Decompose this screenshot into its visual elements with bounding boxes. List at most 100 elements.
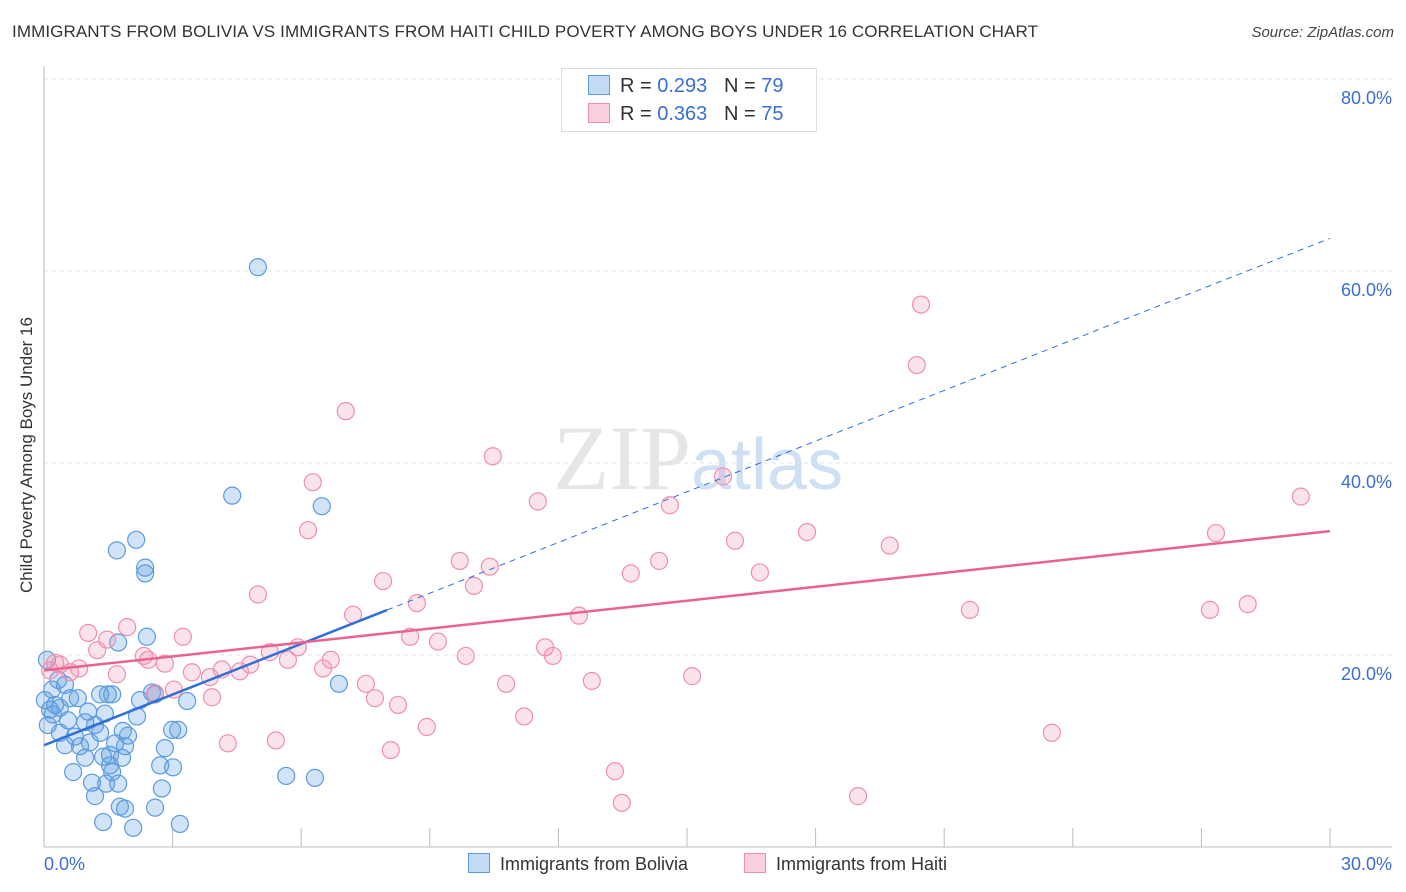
haiti-point [173, 627, 192, 646]
haiti-trend-line [43, 529, 1331, 672]
n-label: N = [723, 75, 762, 97]
haiti-point [880, 536, 899, 555]
bolivia-point [68, 689, 87, 708]
haiti-point [497, 674, 516, 693]
n-label: N = [723, 103, 762, 125]
haiti-point [848, 787, 868, 806]
r-value: 0.363 [657, 103, 708, 125]
bolivia-point [85, 787, 105, 806]
bolivia-point [277, 766, 296, 786]
n-value: 75 [761, 103, 784, 125]
haiti-point [155, 654, 174, 673]
legend-label: Immigrants from Haiti [776, 854, 948, 874]
y-tick-label: 80.0% [1341, 88, 1392, 108]
bolivia-point [152, 779, 171, 798]
r-value: 0.293 [657, 75, 708, 97]
haiti-point [456, 646, 475, 666]
haiti-point [907, 355, 926, 375]
y-tick-label: 40.0% [1341, 472, 1392, 492]
bolivia-point [155, 739, 174, 758]
bolivia-point [136, 558, 155, 577]
haiti-point [1200, 600, 1220, 619]
haiti-point [417, 717, 436, 737]
haiti-point [660, 496, 679, 515]
r-label: R = [620, 103, 658, 125]
bolivia-point [82, 773, 102, 792]
bolivia-point [163, 720, 182, 739]
haiti-swatch [744, 853, 766, 873]
haiti-point [528, 492, 547, 511]
bolivia-point [109, 633, 128, 652]
source-label: Source: ZipAtlas.com [1251, 24, 1394, 41]
haiti-point [373, 571, 393, 591]
haiti-point [464, 576, 484, 595]
bottom-legend-bolivia: Immigrants from Bolivia [468, 853, 688, 875]
bolivia-point [97, 774, 116, 793]
haiti-point [400, 627, 420, 646]
r-label: R = [620, 75, 658, 97]
haiti-point [750, 563, 769, 582]
haiti-point [1238, 595, 1257, 614]
bolivia-point [169, 720, 188, 739]
haiti-point [88, 641, 107, 660]
haiti-point [605, 762, 625, 781]
bolivia-point [178, 691, 197, 711]
haiti-point [356, 674, 376, 693]
haiti-point [1206, 523, 1226, 543]
haiti-point [911, 295, 931, 314]
haiti-point [248, 585, 268, 604]
x-tick-label: 0.0% [44, 854, 85, 874]
y-axis-label: Child Poverty Among Boys Under 16 [17, 317, 36, 593]
haiti-point [582, 671, 601, 691]
haiti-point [336, 402, 355, 421]
haiti-point [303, 473, 322, 492]
haiti-swatch [588, 103, 610, 123]
bolivia-swatch [588, 75, 610, 95]
haiti-point [266, 731, 286, 750]
haiti-point [381, 740, 400, 760]
bolivia-point [145, 798, 165, 817]
bolivia-point [103, 685, 122, 704]
legend-label: Immigrants from Bolivia [500, 854, 689, 874]
haiti-point [1291, 487, 1310, 506]
bolivia-trend-extension [386, 237, 1331, 611]
bolivia-point [115, 799, 135, 818]
bolivia-point [329, 674, 349, 693]
bottom-legend-haiti: Immigrants from Haiti [744, 853, 947, 875]
haiti-point [713, 467, 733, 486]
haiti-point [612, 793, 631, 812]
haiti-point [278, 650, 298, 669]
y-tick-label: 20.0% [1341, 664, 1392, 684]
x-tick-label: 30.0% [1341, 854, 1392, 874]
bolivia-point [223, 486, 242, 505]
haiti-point [797, 523, 817, 542]
haiti-point [365, 689, 385, 708]
chart-title: IMMIGRANTS FROM BOLIVIA VS IMMIGRANTS FR… [12, 22, 1039, 41]
bolivia-point [137, 627, 156, 646]
bolivia-point [35, 691, 54, 710]
bolivia-point [94, 812, 113, 832]
bolivia-point [136, 564, 155, 583]
haiti-point [569, 606, 589, 625]
bolivia-point [107, 541, 126, 560]
bolivia-point [115, 737, 135, 756]
haiti-point [182, 663, 201, 682]
bolivia-point [124, 818, 143, 837]
bolivia-point [70, 737, 90, 756]
haiti-point [683, 667, 702, 686]
bolivia-point [103, 763, 122, 782]
haiti-point [450, 551, 469, 571]
haiti-point [79, 623, 98, 643]
bolivia-point [40, 700, 60, 719]
haiti-point [480, 557, 499, 576]
y-tick-label: 60.0% [1341, 280, 1392, 300]
bolivia-point [76, 748, 95, 767]
bolivia-point [98, 685, 117, 704]
haiti-point [428, 632, 448, 651]
haiti-point [218, 734, 237, 753]
bolivia-point [127, 530, 146, 549]
watermark: ZIPatlas [553, 407, 844, 509]
haiti-point [202, 688, 222, 707]
haiti-point [543, 646, 562, 666]
